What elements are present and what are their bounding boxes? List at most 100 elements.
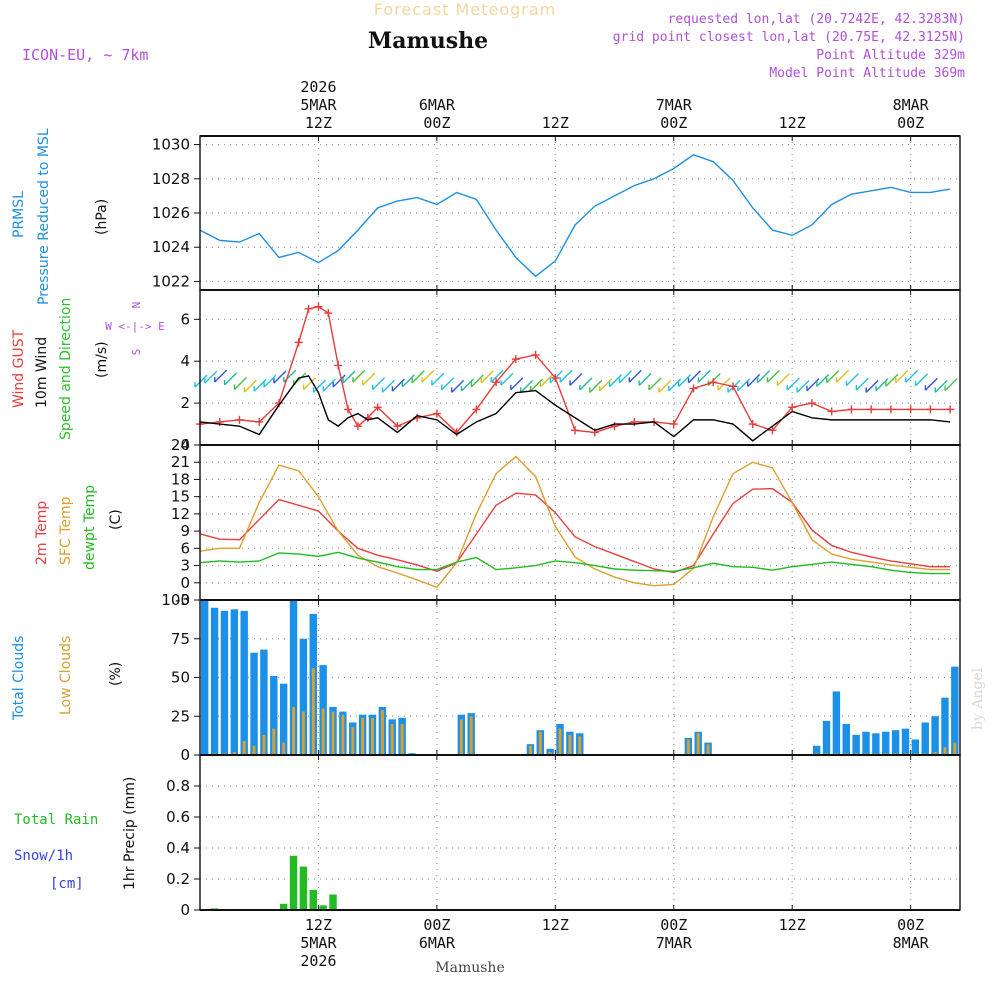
snow-label: Snow/1h	[14, 848, 73, 864]
ytick-label-3-1: 25	[171, 707, 190, 725]
direction-arrow-66	[845, 373, 859, 387]
gust-marker-11	[353, 422, 362, 431]
direction-arrow-28	[470, 374, 484, 388]
direction-arrow-56	[747, 373, 761, 387]
total-cloud-bar-43	[911, 739, 920, 755]
low-cloud-bar-20	[400, 724, 404, 755]
rain-bar-1	[279, 903, 288, 910]
gust-marker-23	[571, 426, 580, 435]
ytick-label-0-2: 1026	[152, 204, 190, 222]
direction-arrow-12	[312, 379, 326, 393]
low-clouds-label: Low Clouds	[58, 636, 74, 715]
low-cloud-bar-14	[341, 714, 345, 755]
direction-arrow-5	[243, 379, 257, 393]
gust-marker-37	[847, 405, 856, 414]
wind-label: 10m Wind	[34, 337, 50, 408]
total-cloud-bar-4	[240, 610, 248, 755]
low-cloud-bar-25	[538, 731, 542, 755]
compass-legend: N W <-|-> E S	[105, 302, 165, 356]
gust-marker-30	[709, 378, 718, 387]
low-cloud-bar-7	[272, 728, 276, 755]
direction-arrow-33	[520, 379, 534, 393]
direction-arrow-8	[273, 370, 287, 384]
location-title: Mamushe	[368, 28, 488, 54]
compass-s: S	[130, 349, 143, 356]
direction-arrow-51	[697, 369, 711, 383]
total-cloud-bar-0	[201, 600, 209, 755]
direction-arrow-76	[944, 378, 958, 392]
ytick-label-0-4: 1030	[152, 136, 190, 154]
gust-marker-33	[768, 426, 777, 435]
ytick-label-2-7: 18	[171, 470, 190, 488]
total-cloud-bar-5	[250, 652, 258, 755]
ytick-label-4-4: 0.8	[166, 777, 190, 795]
low-cloud-bar-26	[548, 751, 552, 755]
direction-arrow-16	[352, 369, 366, 383]
ytick-label-0-3: 1028	[152, 170, 190, 188]
gust-marker-29	[689, 384, 698, 393]
gust-marker-39	[886, 405, 895, 414]
series-line-1-1	[199, 375, 951, 442]
gust-marker-40	[906, 405, 915, 414]
series-line-2-1	[199, 455, 951, 589]
low-cloud-bar-4	[242, 741, 246, 755]
total-cloud-bar-36	[842, 724, 850, 755]
series-line-0-0	[199, 154, 951, 278]
direction-arrow-38	[569, 372, 583, 386]
series-line-2-2	[199, 551, 951, 575]
gust-marker-14	[393, 422, 402, 431]
gust-marker-36	[827, 407, 836, 416]
direction-arrow-26	[451, 379, 465, 393]
direction-arrow-62	[806, 378, 820, 392]
model-label: ICON-EU, ~ 7km	[22, 46, 148, 64]
gust-marker-34	[788, 403, 797, 412]
direction-arrow-55	[737, 378, 751, 392]
gust-marker-6	[304, 304, 313, 313]
panel-1: 0 2 4 6	[180, 289, 961, 454]
direction-arrow-67	[855, 377, 869, 391]
low-cloud-bar-12	[321, 708, 325, 755]
ytick-label-2-5: 12	[171, 505, 190, 523]
direction-arrow-6	[253, 378, 267, 392]
low-cloud-bar-19	[390, 724, 394, 755]
direction-arrow-19	[382, 379, 396, 393]
gust-marker-18	[472, 405, 481, 414]
direction-arrow-3	[224, 372, 238, 386]
direction-arrow-74	[924, 377, 938, 391]
direction-arrow-65	[836, 369, 850, 383]
low-cloud-bar-11	[311, 668, 315, 755]
direction-arrow-64	[826, 370, 840, 384]
bottom-tick-date-0: 5MAR	[300, 934, 337, 952]
direction-arrow-27	[460, 378, 474, 392]
direction-arrow-11	[303, 377, 317, 391]
direction-arrow-15	[342, 370, 356, 384]
total-cloud-bar-44	[921, 722, 929, 755]
gust-marker-28	[669, 420, 678, 429]
gust-marker-2	[235, 415, 244, 424]
direction-arrow-29	[480, 370, 494, 384]
low-cloud-bar-27	[558, 728, 562, 755]
watermark: by Angel	[970, 667, 986, 730]
low-cloud-bar-32	[706, 744, 710, 755]
panel-frame-4	[199, 754, 961, 911]
rain-bar-2	[289, 855, 298, 910]
direction-arrow-50	[688, 370, 702, 384]
total-cloud-bar-39	[872, 733, 880, 755]
ytick-label-2-1: 0	[180, 574, 190, 592]
ytick-label-1-1: 2	[180, 394, 190, 412]
gust-marker-10	[344, 405, 353, 414]
direction-arrow-49	[678, 374, 692, 388]
low-cloud-bar-16	[361, 717, 365, 755]
clouds-unit: (%)	[108, 662, 124, 686]
bottom-tick-hour-1: 00Z	[423, 916, 450, 934]
ytick-label-4-0: 0	[180, 901, 190, 919]
direction-arrow-75	[934, 379, 948, 393]
bottom-tick-hour-5: 00Z	[897, 916, 924, 934]
direction-arrow-21	[401, 374, 415, 388]
requested-coords: requested lon,lat (20.7242E, 42.3283N)	[668, 12, 965, 27]
low-cloud-bar-13	[331, 711, 335, 755]
total-clouds-label: Total Clouds	[11, 636, 27, 721]
rain-bar-6	[329, 894, 337, 910]
total-cloud-bar-1	[210, 607, 219, 755]
